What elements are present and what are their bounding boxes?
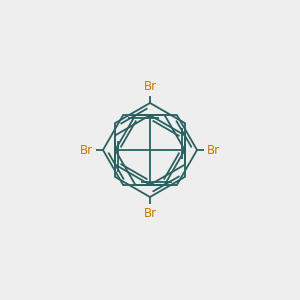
Text: Br: Br: [143, 80, 157, 93]
Text: Br: Br: [207, 143, 220, 157]
Text: Br: Br: [80, 143, 93, 157]
Text: Br: Br: [143, 207, 157, 220]
